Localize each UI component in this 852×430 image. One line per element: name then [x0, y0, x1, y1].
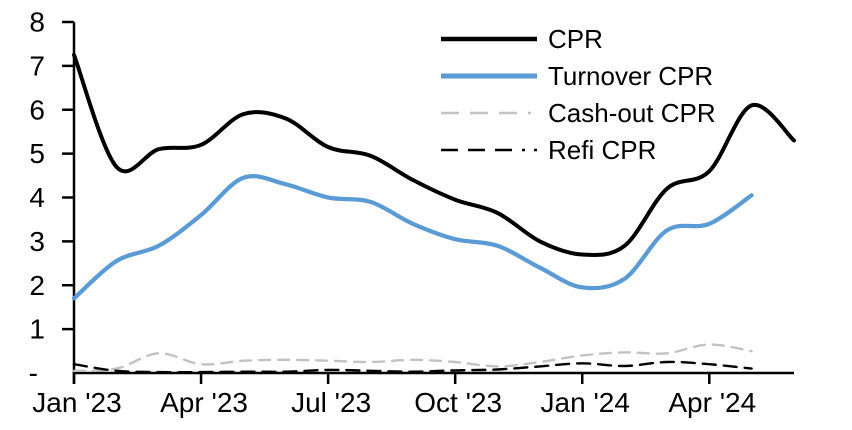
x-tick-label: Jan '23 [32, 387, 121, 418]
y-tick-label: 7 [29, 50, 45, 81]
legend-swatch-turnover-line [441, 73, 537, 78]
y-tick-label: 1 [29, 314, 45, 345]
series-line-cash-out-cpr [72, 343, 753, 372]
legend-item-cashout-cpr: Cash-out CPR [441, 94, 716, 131]
x-tick-label: Jul '23 [291, 387, 371, 418]
legend-swatch-cpr-line [441, 36, 537, 41]
legend-label-cashout-cpr: Cash-out CPR [548, 97, 716, 128]
legend-label-cpr: CPR [548, 23, 603, 54]
legend-item-turnover-cpr: Turnover CPR [441, 57, 716, 94]
y-tick-label: 3 [29, 226, 45, 257]
y-tick-label: 8 [29, 7, 45, 38]
legend-item-refi-cpr: Refi CPR [441, 131, 716, 168]
x-tick-label: Jan '24 [541, 387, 630, 418]
legend-label-turnover-cpr: Turnover CPR [548, 60, 714, 91]
series-line-cpr [72, 52, 796, 258]
y-tick-label: 4 [29, 182, 45, 213]
y-tick-label: 5 [29, 138, 45, 169]
y-tick-label: 6 [29, 94, 45, 125]
legend-item-cpr: CPR [441, 20, 716, 57]
legend-label-refi-cpr: Refi CPR [548, 134, 657, 165]
y-tick-label: - [29, 358, 38, 389]
x-tick-label: Apr '24 [668, 387, 756, 418]
x-tick-label: Oct '23 [414, 387, 502, 418]
x-tick-label: Apr '23 [160, 387, 248, 418]
series-line-refi-cpr [72, 360, 753, 374]
y-tick-label: 2 [29, 270, 45, 301]
legend-swatch-cashout-line [441, 111, 537, 114]
legend-swatch-refi-line [441, 148, 537, 151]
legend: CPR Turnover CPR Cash-out CPR Refi CPR [441, 20, 716, 168]
series-line-turnover-cpr [71, 174, 754, 301]
